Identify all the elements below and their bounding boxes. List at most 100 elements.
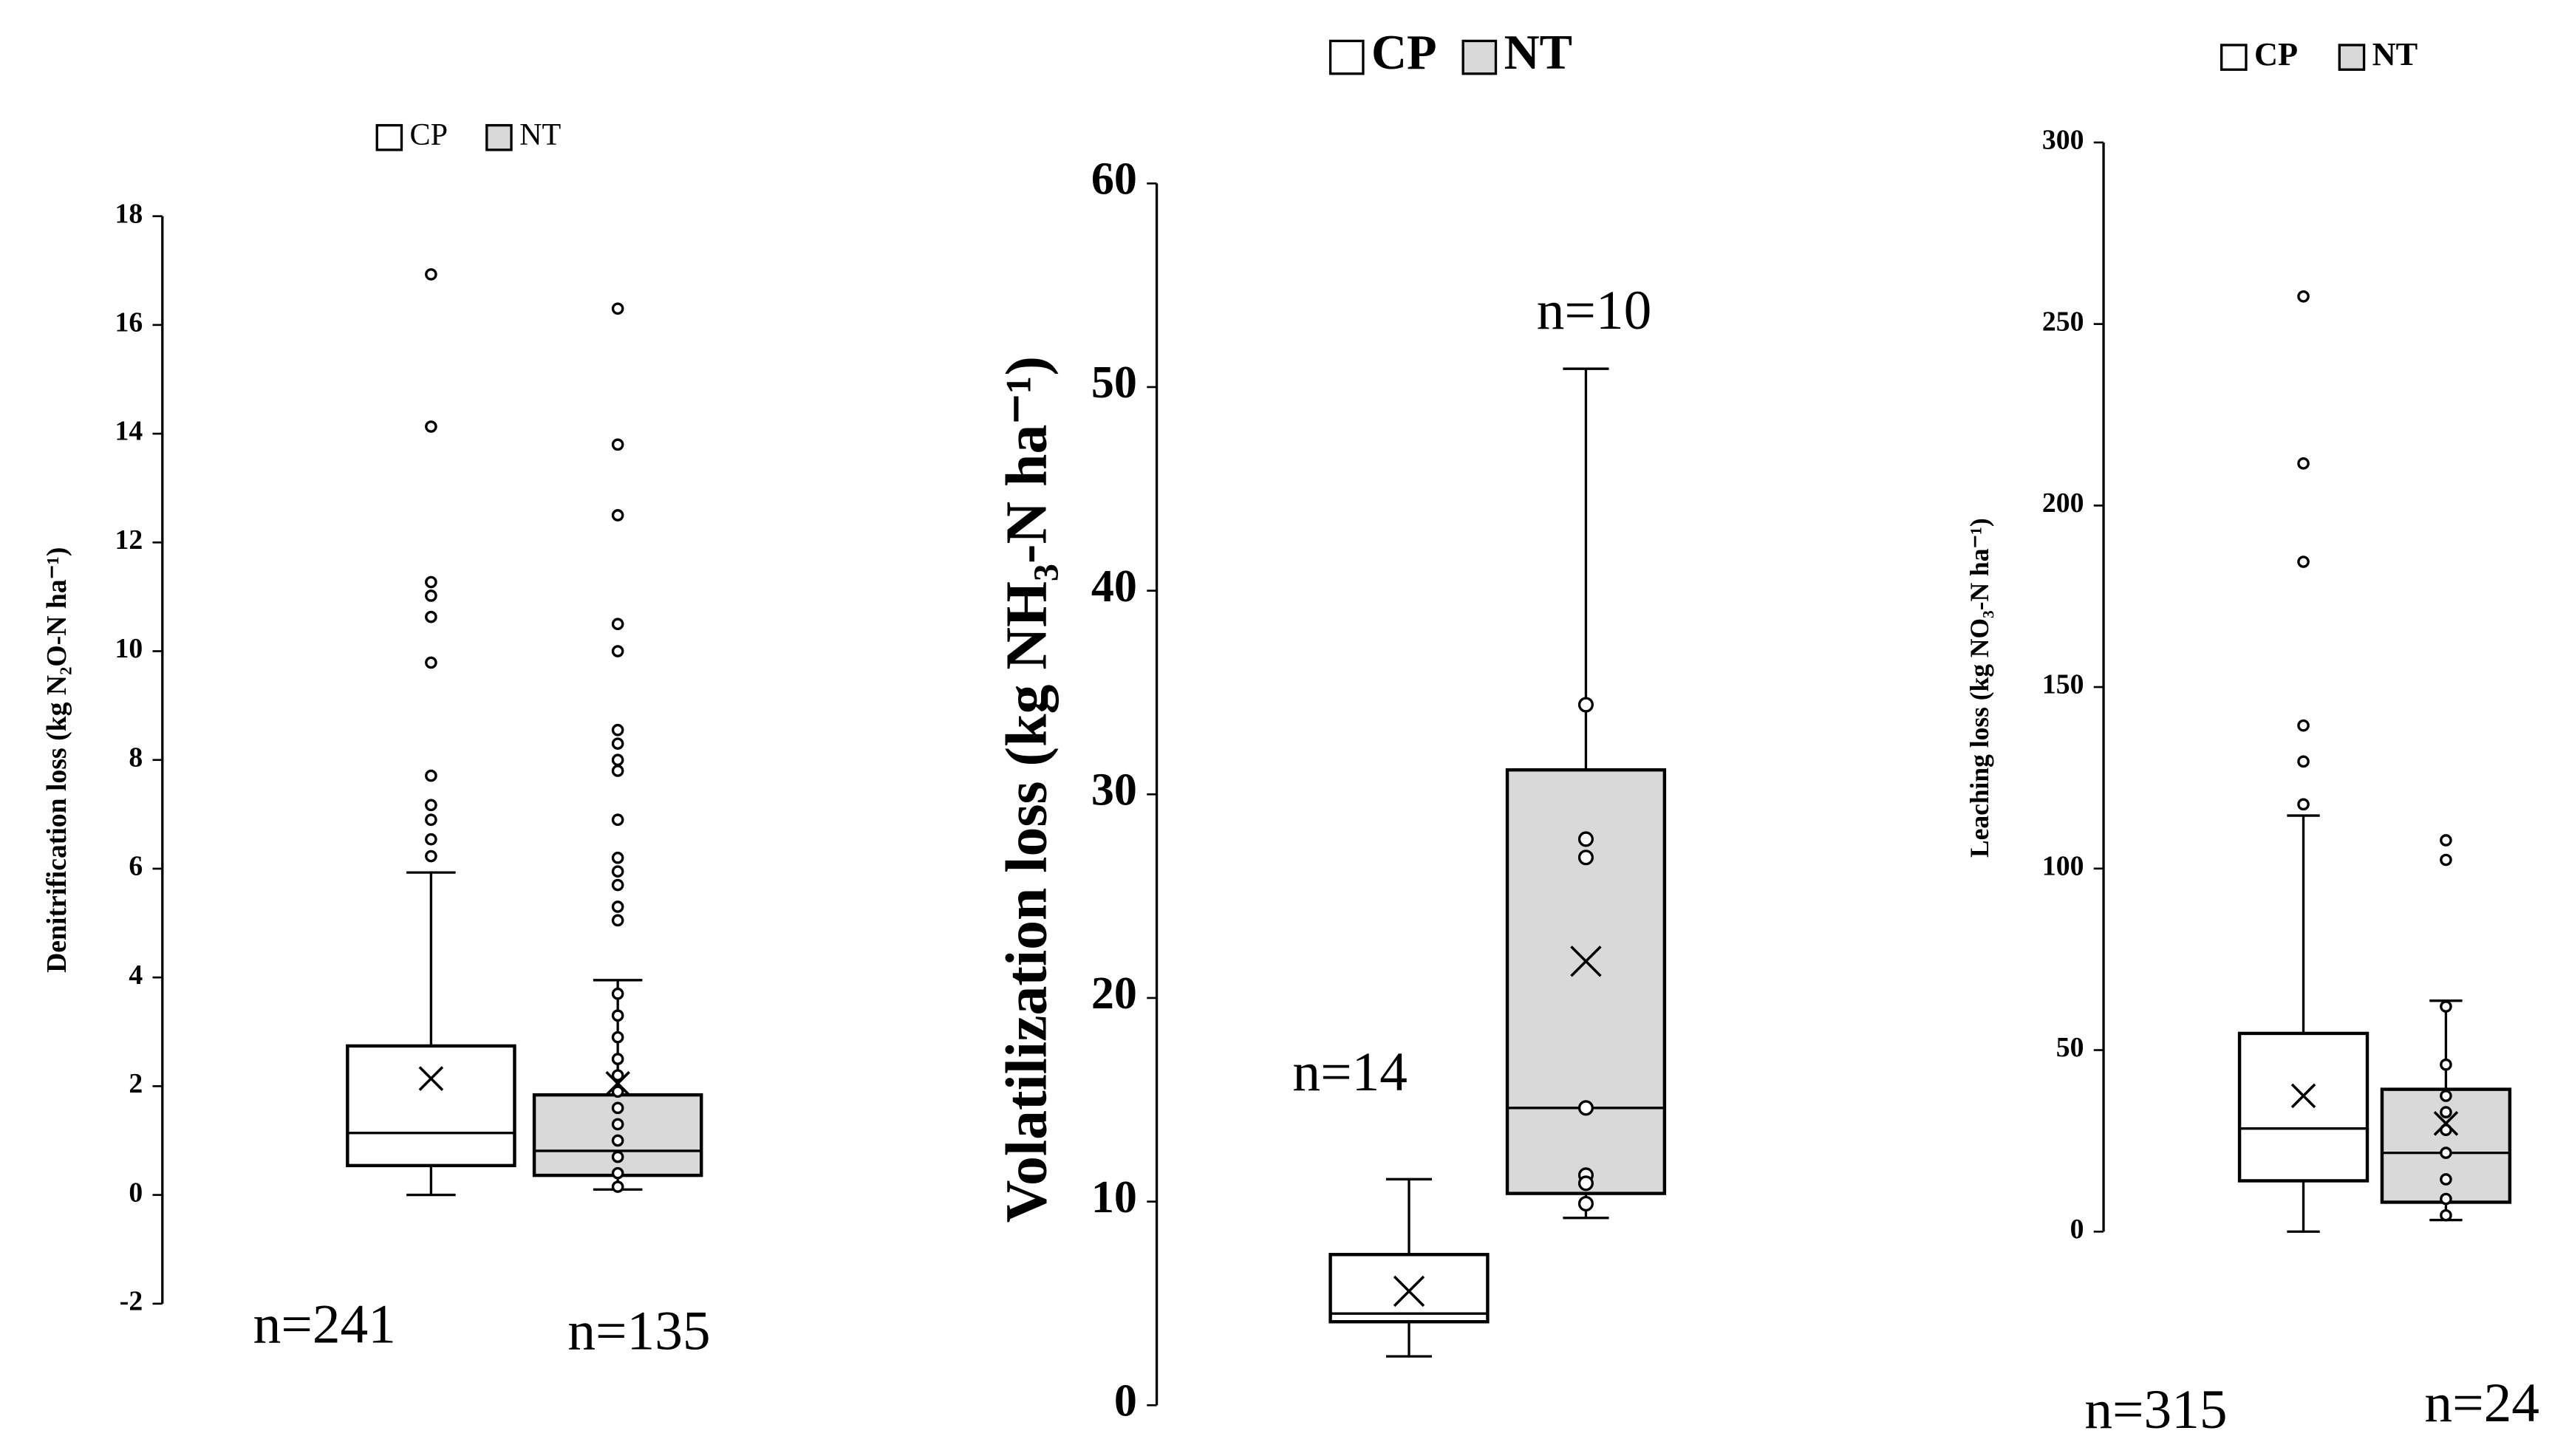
outlier xyxy=(425,813,437,827)
whisker-upper xyxy=(2429,999,2463,1090)
outlier xyxy=(611,1166,624,1180)
outlier xyxy=(611,914,624,927)
y-tick-label: 250 xyxy=(2042,306,2084,337)
outlier xyxy=(2440,1090,2452,1102)
legend-label: NT xyxy=(1504,26,1572,80)
y-tick-label: 14 xyxy=(115,416,143,447)
outlier xyxy=(611,865,624,878)
y-tick-label: 0 xyxy=(1114,1376,1137,1426)
whisker-lower xyxy=(406,1165,456,1197)
outlier xyxy=(611,813,624,827)
outlier xyxy=(2440,1058,2452,1071)
outlier xyxy=(611,1134,624,1147)
outlier xyxy=(425,799,437,812)
y-tick-label: 12 xyxy=(115,524,143,556)
y-tick-label: 150 xyxy=(2042,669,2084,700)
whisker-upper xyxy=(1385,1178,1433,1255)
outlier xyxy=(2440,1146,2452,1159)
y-tick-label: 16 xyxy=(115,307,143,338)
outlier xyxy=(2297,290,2310,303)
y-tick-label: 2 xyxy=(129,1068,143,1099)
outlier xyxy=(425,589,437,602)
outlier xyxy=(611,987,624,1000)
outlier xyxy=(611,900,624,913)
y-tick-label: 20 xyxy=(1091,968,1137,1019)
whisker-lower xyxy=(2287,1180,2320,1233)
outlier xyxy=(2440,1209,2452,1222)
box-chart: -2 0 2 4 6 8 10 12 14 16 18 Denitrification loss (k… xyxy=(41,117,711,1362)
outlier xyxy=(611,509,624,522)
outlier xyxy=(1577,831,1594,847)
outlier xyxy=(611,1085,624,1098)
outlier xyxy=(2297,755,2310,768)
y-axis-label: Leaching loss (kg NO₃-N ha⁻¹) xyxy=(1965,518,1994,858)
whisker-upper xyxy=(406,871,456,1046)
legend-swatch xyxy=(1461,39,1498,75)
y-tick-label: 40 xyxy=(1091,561,1137,612)
y-tick-label: 50 xyxy=(1091,358,1137,408)
box-chart: 0 10 20 30 40 50 60 Volatilization loss (kg NH₃… xyxy=(994,26,1667,1426)
outlier xyxy=(611,1009,624,1022)
n-label: n=135 xyxy=(567,1300,710,1361)
box xyxy=(1328,1253,1490,1324)
y-tick-label: 0 xyxy=(2070,1214,2084,1245)
outlier xyxy=(611,1101,624,1115)
outlier xyxy=(2297,556,2310,568)
n-label: n=315 xyxy=(2084,1379,2227,1440)
outlier xyxy=(2297,798,2310,811)
mean-marker xyxy=(1570,946,1602,977)
outlier xyxy=(425,610,437,623)
outlier xyxy=(611,1180,624,1193)
y-tick-label: 6 xyxy=(129,851,143,882)
outlier xyxy=(611,737,624,750)
outlier xyxy=(611,723,624,736)
outlier xyxy=(2440,1192,2452,1206)
outlier xyxy=(425,850,437,863)
y-tick-label: 30 xyxy=(1091,765,1137,816)
y-tick-label: 0 xyxy=(129,1177,143,1208)
y-tick-label: 300 xyxy=(2042,125,2084,156)
outlier xyxy=(425,769,437,782)
outlier xyxy=(611,765,624,777)
outlier xyxy=(1577,1100,1594,1116)
mean-marker xyxy=(418,1066,444,1091)
whisker-lower xyxy=(1385,1322,1433,1358)
y-tick-label: 50 xyxy=(2056,1032,2084,1063)
mean-marker xyxy=(1393,1275,1425,1308)
n-label: n=10 xyxy=(1537,280,1652,341)
y-tick-label: 18 xyxy=(115,198,143,229)
outlier xyxy=(1577,1195,1594,1211)
outlier xyxy=(425,268,437,281)
y-axis-label: Denitrification loss (kg N₂O-N ha⁻¹) xyxy=(41,547,72,973)
legend-label: NT xyxy=(519,117,561,152)
outlier xyxy=(611,438,624,451)
mean-marker xyxy=(2290,1083,2316,1109)
legend-label: CP xyxy=(1371,26,1437,80)
legend-label: CP xyxy=(2254,35,2298,72)
outlier xyxy=(611,1031,624,1044)
outlier xyxy=(611,851,624,864)
outlier xyxy=(425,420,437,433)
outlier xyxy=(1577,850,1594,866)
box xyxy=(346,1044,516,1168)
outlier xyxy=(2297,719,2310,732)
legend-swatch xyxy=(2220,44,2248,71)
legend-label: NT xyxy=(2372,35,2418,72)
y-tick-label: 10 xyxy=(1091,1172,1137,1223)
outlier xyxy=(2440,1000,2452,1013)
outlier xyxy=(611,645,624,657)
outlier xyxy=(425,656,437,669)
outlier xyxy=(425,575,437,589)
n-label: n=14 xyxy=(1292,1042,1408,1103)
outlier xyxy=(1577,697,1594,713)
outlier xyxy=(1577,1175,1594,1192)
box-chart: 0 50 100 150 200 250 300 Leaching loss (kg NO₃-… xyxy=(1965,35,2539,1440)
y-tick-label: 200 xyxy=(2042,488,2084,519)
outlier xyxy=(611,753,624,767)
y-tick-label: 100 xyxy=(2042,850,2084,881)
n-label: n=24 xyxy=(2424,1373,2539,1434)
box xyxy=(2237,1031,2370,1183)
outlier xyxy=(611,302,624,315)
outlier xyxy=(425,833,437,846)
y-tick-label: -2 xyxy=(120,1285,143,1316)
